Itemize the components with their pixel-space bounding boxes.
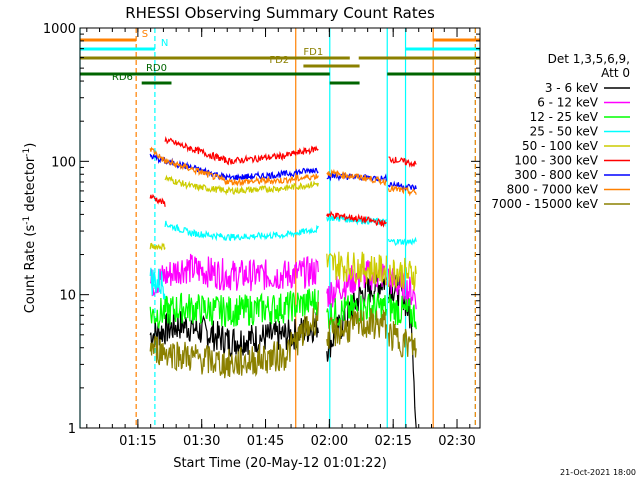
series-7000-15000-kev-segment-2 — [387, 321, 417, 358]
series-100-300-kev-segment-3 — [388, 156, 417, 168]
series-100-300-kev-segment-0 — [149, 193, 166, 207]
chart-title: RHESSI Observing Summary Count Rates — [125, 4, 435, 22]
series-50-100-kev-segment-1 — [164, 174, 319, 196]
series-800-7000-kev-segment-1 — [326, 168, 387, 187]
footer-date: 21-Oct-2021 18:00 — [560, 468, 636, 477]
legend-label-100-300-kev: 100 - 300 keV — [514, 154, 598, 168]
legend-label-25-50-kev: 25 - 50 keV — [530, 125, 599, 139]
y-tick-label-2: 100 — [51, 155, 76, 170]
flag-label-s: S — [142, 29, 148, 40]
series-7000-15000-kev-segment-0 — [149, 301, 319, 379]
legend-header-line1: Det 1,3,5,6,9, — [548, 52, 630, 66]
y-tick-label-0: 1 — [68, 422, 76, 437]
series-12-25-kev-segment-2 — [387, 294, 417, 330]
x-tick-label-0: 01:15 — [119, 434, 156, 449]
flag-label-rd0: RD0 — [146, 63, 167, 74]
x-axis-label: Start Time (20-May-12 01:01:22) — [173, 456, 387, 471]
y-axis-label: Count Rate (s-1 detector-1) — [22, 143, 38, 314]
x-axis: 01:15 01:30 01:45 02:00 02:15 02:30 — [86, 28, 476, 449]
series-50-100-kev-segment-3 — [387, 257, 417, 291]
series-800-7000-kev-segment-0 — [149, 146, 319, 187]
series-25-50-kev-segment-2 — [326, 214, 387, 227]
series-100-300-kev-segment-1 — [164, 135, 319, 166]
flag-label-fd1: FD1 — [303, 47, 323, 58]
x-tick-label-1: 01:30 — [183, 434, 220, 449]
series-25-50-kev-segment-0 — [149, 267, 166, 300]
series-100-300-kev-segment-2 — [326, 210, 387, 228]
legend-label-800-7000-kev: 800 - 7000 keV — [507, 183, 599, 197]
flag-label-fd2: FD2 — [269, 55, 289, 66]
series-6-12-kev-segment-0 — [149, 253, 319, 297]
y-axis: 1 10 100 1000 — [43, 22, 480, 437]
x-tick-label-4: 02:15 — [374, 434, 411, 449]
x-tick-label-3: 02:00 — [311, 434, 348, 449]
plot-area: S N FD1 FD2 RD0 RD6 — [79, 28, 480, 429]
series-50-100-kev-segment-2 — [326, 251, 387, 286]
series-50-100-kev-segment-0 — [149, 242, 166, 251]
flag-label-rd6: RD6 — [112, 72, 133, 83]
series-7000-15000-kev-segment-1 — [326, 307, 387, 349]
plot-frame — [79, 27, 481, 429]
x-tick-label-5: 02:30 — [438, 434, 475, 449]
legend-label-7000-15000-kev: 7000 - 15000 keV — [491, 197, 598, 211]
series-800-7000-kev-segment-2 — [387, 185, 417, 197]
y-tick-label-1: 10 — [59, 289, 76, 304]
legend-label-6-12-kev: 6 - 12 keV — [537, 96, 599, 110]
flag-label-n: N — [161, 38, 168, 49]
series-12-25-kev-segment-0 — [149, 288, 319, 329]
y-tick-label-3: 1000 — [43, 22, 76, 37]
series-25-50-kev-segment-3 — [387, 236, 417, 247]
legend-label-300-800-kev: 300 - 800 keV — [514, 168, 598, 182]
x-tick-label-2: 01:45 — [247, 434, 284, 449]
legend-label-12-25-kev: 12 - 25 keV — [530, 110, 599, 124]
series-25-50-kev-segment-1 — [164, 220, 319, 242]
legend-header-line2: Att 0 — [601, 66, 630, 80]
legend-label-50-100-kev: 50 - 100 keV — [522, 139, 599, 153]
legend-label-3-6-kev: 3 - 6 keV — [545, 81, 599, 95]
